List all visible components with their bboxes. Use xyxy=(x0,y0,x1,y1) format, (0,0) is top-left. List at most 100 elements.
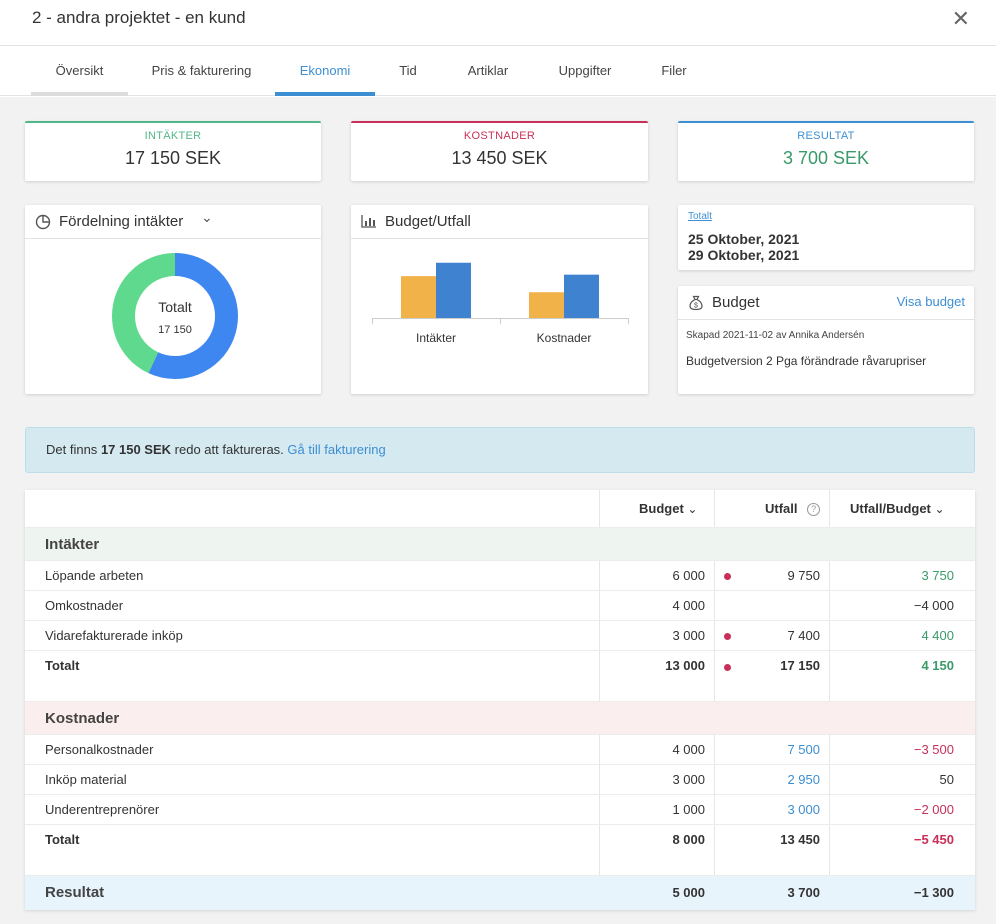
row-budget: 1 000 xyxy=(672,802,705,817)
header-budget[interactable]: Budget ⌄ xyxy=(639,501,698,516)
tab-oversikt[interactable]: Översikt xyxy=(31,46,128,96)
income-section-title: Intäkter xyxy=(45,536,100,553)
column-divider xyxy=(829,490,830,910)
tab-pris-fakturering[interactable]: Pris & fakturering xyxy=(151,63,252,78)
table-row: Vidarefakturerade inköp 3 000 7 400 4 40… xyxy=(25,621,975,651)
row-budget: 4 000 xyxy=(672,742,705,757)
row-label: Omkostnader xyxy=(45,598,124,613)
table-row: Personalkostnader 4 000 7 500 −3 500 xyxy=(25,735,975,765)
result-row: Resultat 5 000 3 700 −1 300 xyxy=(25,876,975,910)
column-divider xyxy=(714,490,715,910)
kpi-income-label: INTÄKTER xyxy=(144,130,202,142)
kpi-costs-value: 13 450 SEK xyxy=(451,148,548,168)
costs-section-title: Kostnader xyxy=(45,710,120,727)
row-utfall-link[interactable]: 7 500 xyxy=(787,742,820,757)
kpi-result-label: RESULTAT xyxy=(797,130,855,142)
header-utfall: Utfall ? xyxy=(765,501,821,516)
row-diff: −2 000 xyxy=(913,802,954,817)
economy-table: Budget ⌄ Utfall ? Utfall/Budget ⌄ Intäkt… xyxy=(25,490,975,910)
result-budget: 5 000 xyxy=(672,885,705,900)
header-utfall-budget[interactable]: Utfall/Budget ⌄ xyxy=(850,501,945,516)
costs-total-diff: −5 450 xyxy=(913,832,954,847)
budget-outcome-title: Budget/Utfall xyxy=(385,213,471,230)
result-utfall: 3 700 xyxy=(787,885,820,900)
invoice-notice: Det finns 17 150 SEK redo att faktureras… xyxy=(25,427,975,473)
donut-center-value: 17 150 xyxy=(158,324,192,336)
kpi-costs-label: KOSTNADER xyxy=(463,130,536,142)
income-donut-chart: Totalt 17 150 xyxy=(112,253,238,379)
row-budget: 3 000 xyxy=(672,628,705,643)
help-icon[interactable]: ? xyxy=(807,503,821,516)
bar-chart-icon xyxy=(361,214,377,231)
tab-uppgifter[interactable]: Uppgifter xyxy=(558,63,612,78)
deviation-dot-icon xyxy=(724,664,731,671)
income-total-utfall: 17 150 xyxy=(780,658,820,673)
row-diff: −4 000 xyxy=(913,598,954,613)
budget-outcome-header: Budget/Utfall xyxy=(351,205,648,239)
row-utfall-link[interactable]: 2 950 xyxy=(787,772,820,787)
bar-1-series-0 xyxy=(529,292,564,318)
tab-artiklar[interactable]: Artiklar xyxy=(467,63,509,78)
result-label: Resultat xyxy=(45,884,105,901)
income-total-diff: 4 150 xyxy=(921,658,954,673)
costs-total-utfall: 13 450 xyxy=(780,832,820,847)
page-title: 2 - andra projektet - en kund xyxy=(32,8,246,27)
result-diff: −1 300 xyxy=(913,885,954,900)
chevron-down-icon: ⌄ xyxy=(687,502,698,516)
end-date: 29 Oktober, 2021 xyxy=(688,247,800,263)
row-utfall: 7 400 xyxy=(787,628,820,643)
close-icon[interactable]: ✕ xyxy=(951,6,970,31)
budget-outcome-chart: Intäkter Kostnader xyxy=(372,262,629,345)
budget-created-text: Skapad 2021-11-02 av Annika Andersén xyxy=(686,330,865,341)
row-label: Vidarefakturerade inköp xyxy=(45,628,183,643)
row-utfall: 9 750 xyxy=(787,568,820,583)
date-range-label[interactable]: Totalt xyxy=(688,211,712,222)
notice-middle: redo att faktureras. xyxy=(174,442,284,457)
row-diff: −3 500 xyxy=(913,742,954,757)
budget-panel-title: Budget xyxy=(712,294,760,311)
row-budget: 6 000 xyxy=(672,568,705,583)
table-row: Omkostnader 4 000 −4 000 xyxy=(25,591,975,621)
distribution-panel: Fördelning intäkter ⌄ Totalt 17 150 xyxy=(25,205,321,394)
costs-total-label: Totalt xyxy=(45,832,80,847)
x-tick-label-0: Intäkter xyxy=(416,331,456,345)
kpi-income-value: 17 150 SEK xyxy=(124,148,222,168)
chevron-down-icon: ⌄ xyxy=(934,502,945,516)
tab-bar: Översikt Pris & fakturering Ekonomi Tid … xyxy=(0,46,996,96)
income-total-budget: 13 000 xyxy=(665,658,705,673)
economy-content: INTÄKTER 17 150 SEK KOSTNADER 13 450 SEK… xyxy=(0,97,996,924)
date-panel: Totalt 25 Oktober, 2021 29 Oktober, 2021 xyxy=(678,205,974,270)
start-date: 25 Oktober, 2021 xyxy=(688,231,800,247)
tab-ekonomi[interactable]: Ekonomi xyxy=(275,46,375,96)
income-total-label: Totalt xyxy=(45,658,80,673)
go-to-invoicing-link[interactable]: Gå till fakturering xyxy=(287,442,386,457)
chevron-down-icon[interactable]: ⌄ xyxy=(201,209,213,225)
distribution-header[interactable]: Fördelning intäkter ⌄ xyxy=(25,205,321,239)
column-divider xyxy=(599,490,600,910)
costs-total-budget: 8 000 xyxy=(672,832,705,847)
tab-tid[interactable]: Tid xyxy=(399,63,417,78)
row-label: Personalkostnader xyxy=(45,742,154,757)
budget-panel-header: $ Budget Visa budget xyxy=(678,286,974,320)
kpi-income-card: INTÄKTER 17 150 SEK xyxy=(25,121,321,181)
budget-description: Budgetversion 2 Pga förändrade råvarupri… xyxy=(686,354,927,368)
costs-total-row: Totalt 8 000 13 450 −5 450 xyxy=(25,825,975,876)
deviation-dot-icon xyxy=(724,633,731,640)
row-diff: 3 750 xyxy=(921,568,954,583)
tab-filer[interactable]: Filer xyxy=(661,63,687,78)
income-section-header: Intäkter xyxy=(25,528,975,561)
row-utfall-link[interactable]: 3 000 xyxy=(787,802,820,817)
show-budget-link[interactable]: Visa budget xyxy=(896,294,965,309)
row-budget: 3 000 xyxy=(672,772,705,787)
modal-header: 2 - andra projektet - en kund ✕ xyxy=(0,0,996,46)
svg-text:$: $ xyxy=(694,303,698,310)
donut-slice-1 xyxy=(112,253,238,379)
bar-1-series-1 xyxy=(564,274,599,318)
row-diff: 4 400 xyxy=(921,628,954,643)
bar-0-series-0 xyxy=(401,276,436,318)
kpi-result-value: 3 700 SEK xyxy=(782,148,870,168)
donut-center-label: Totalt xyxy=(158,299,192,315)
income-total-row: Totalt 13 000 17 150 4 150 xyxy=(25,651,975,702)
x-tick-label-1: Kostnader xyxy=(537,331,592,345)
table-row: Löpande arbeten 6 000 9 750 3 750 xyxy=(25,561,975,591)
